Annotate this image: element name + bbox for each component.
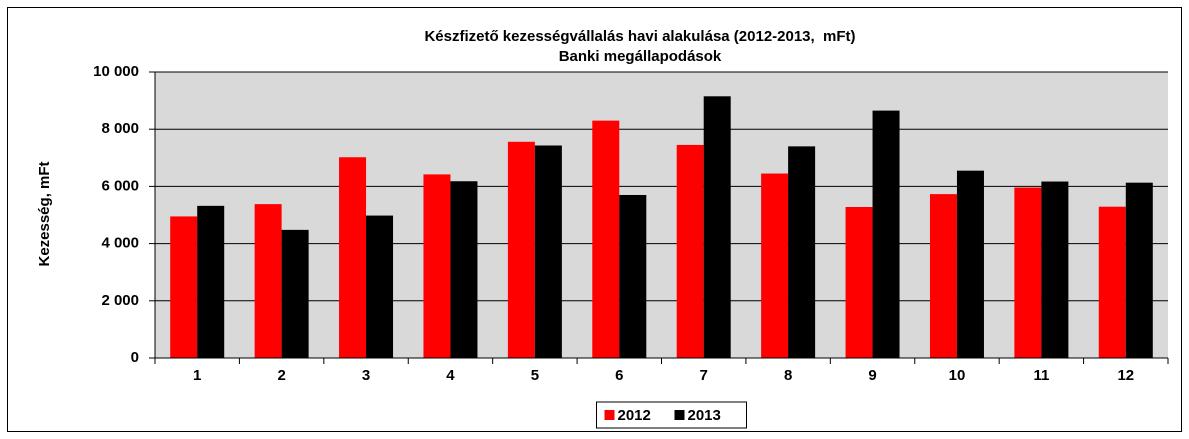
bar <box>619 194 647 358</box>
y-tick-label: 0 <box>131 349 139 366</box>
bar <box>197 205 225 358</box>
x-tick-label: 4 <box>446 367 455 384</box>
x-tick-label: 9 <box>868 367 876 384</box>
x-tick-label: 10 <box>949 367 966 384</box>
bar <box>1098 206 1126 358</box>
bar <box>534 145 562 358</box>
chart-title: Készfizető kezességvállalás havi alakulá… <box>424 28 855 45</box>
chart-subtitle: Banki megállapodások <box>559 48 722 65</box>
bar <box>872 110 900 358</box>
x-tick-label: 11 <box>1033 367 1049 384</box>
plot-area <box>155 72 1168 358</box>
legend-swatch <box>604 410 615 420</box>
y-tick-label: 10 000 <box>93 63 139 80</box>
legend-swatch <box>674 410 685 420</box>
y-tick-label: 6 000 <box>101 177 139 194</box>
y-tick-label: 2 000 <box>101 292 139 309</box>
bar <box>1041 181 1069 358</box>
x-tick-label: 6 <box>615 367 623 384</box>
bar <box>339 157 367 358</box>
y-axis-title: Kezesség, mFt <box>36 161 53 266</box>
legend-label: 2012 <box>618 407 651 424</box>
bar <box>170 216 198 358</box>
x-tick-label: 8 <box>784 367 792 384</box>
bar <box>254 204 282 358</box>
bar <box>676 144 704 358</box>
x-tick-label: 2 <box>277 367 285 384</box>
x-tick-label: 3 <box>362 367 370 384</box>
x-tick-label: 12 <box>1117 367 1134 384</box>
bar <box>450 181 478 358</box>
bar <box>788 146 816 358</box>
bar <box>1014 187 1042 358</box>
y-tick-label: 8 000 <box>101 120 139 137</box>
x-tick-label: 7 <box>700 367 708 384</box>
bar <box>423 174 451 358</box>
legend-label: 2013 <box>688 407 721 424</box>
x-tick-label: 5 <box>531 367 539 384</box>
bar <box>281 229 309 358</box>
bar <box>845 206 873 358</box>
bar <box>366 215 394 358</box>
bar <box>929 194 957 358</box>
x-tick-label: 1 <box>193 367 201 384</box>
bar <box>1125 182 1153 358</box>
bar <box>761 173 789 358</box>
bar <box>592 120 620 359</box>
bar <box>956 170 984 358</box>
y-tick-label: 4 000 <box>101 235 139 252</box>
legend-box <box>596 401 747 429</box>
bar <box>703 96 731 358</box>
bar <box>507 141 535 358</box>
